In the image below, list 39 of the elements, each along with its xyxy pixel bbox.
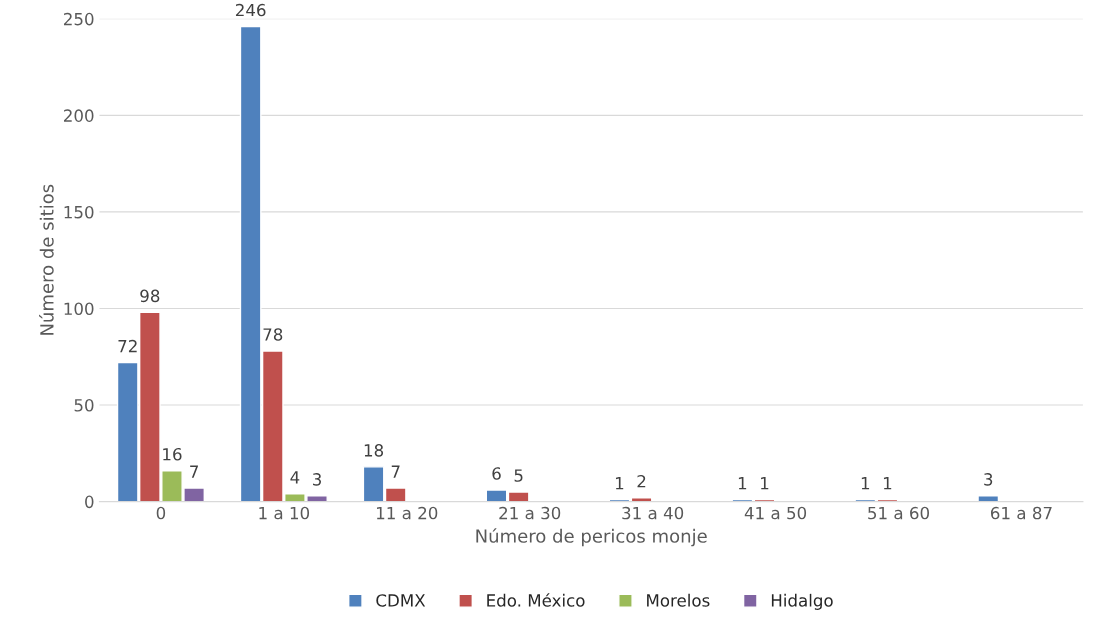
y-tick-label: 100 xyxy=(64,302,94,316)
x-tick-label: 51 a 60 xyxy=(868,506,930,520)
data-label: 7 xyxy=(391,465,400,478)
y-tick-label: 250 xyxy=(64,12,94,26)
y-tick-label: 0 xyxy=(85,495,94,509)
data-label: 16 xyxy=(163,447,182,461)
x-tick-label: 21 a 30 xyxy=(499,506,561,520)
data-label: 246 xyxy=(235,3,266,17)
data-label: 4 xyxy=(290,471,300,484)
data-label: 7 xyxy=(190,465,198,478)
data-label: 1 xyxy=(615,477,624,490)
x-axis-title: Número de pericos monje xyxy=(476,528,707,547)
data-label: 5 xyxy=(514,469,523,482)
data-label: 1 xyxy=(883,477,892,490)
data-label: 1 xyxy=(761,477,769,490)
x-tick-label: 0 xyxy=(156,506,166,520)
y-tick-label: 150 xyxy=(64,205,94,219)
data-label: 6 xyxy=(492,467,501,480)
data-label: 3 xyxy=(984,473,993,486)
legend-label: Edo. México xyxy=(487,593,585,607)
data-label: 1 xyxy=(738,477,747,490)
legend-label: Morelos xyxy=(647,593,710,607)
data-label: 1 xyxy=(861,477,870,490)
data-label: 98 xyxy=(140,289,160,303)
data-label: 3 xyxy=(313,473,321,486)
legend-label: CDMX xyxy=(376,594,426,607)
data-label: 78 xyxy=(263,328,283,341)
x-tick-label: 41 a 50 xyxy=(744,506,807,520)
x-tick-label: 61 a 87 xyxy=(990,506,1052,520)
x-tick-label: 31 a 40 xyxy=(622,506,684,520)
data-label: 72 xyxy=(118,339,137,353)
x-tick-label: 11 a 20 xyxy=(377,506,438,520)
y-tick-label: 200 xyxy=(64,109,94,122)
data-label: 2 xyxy=(637,474,646,488)
data-label: 18 xyxy=(364,444,384,457)
legend-label: Hidalgo xyxy=(771,593,833,610)
x-tick-label: 1 a 10 xyxy=(259,506,310,520)
y-axis-title: Número de sitios xyxy=(39,184,54,335)
y-tick-label: 50 xyxy=(74,399,94,412)
